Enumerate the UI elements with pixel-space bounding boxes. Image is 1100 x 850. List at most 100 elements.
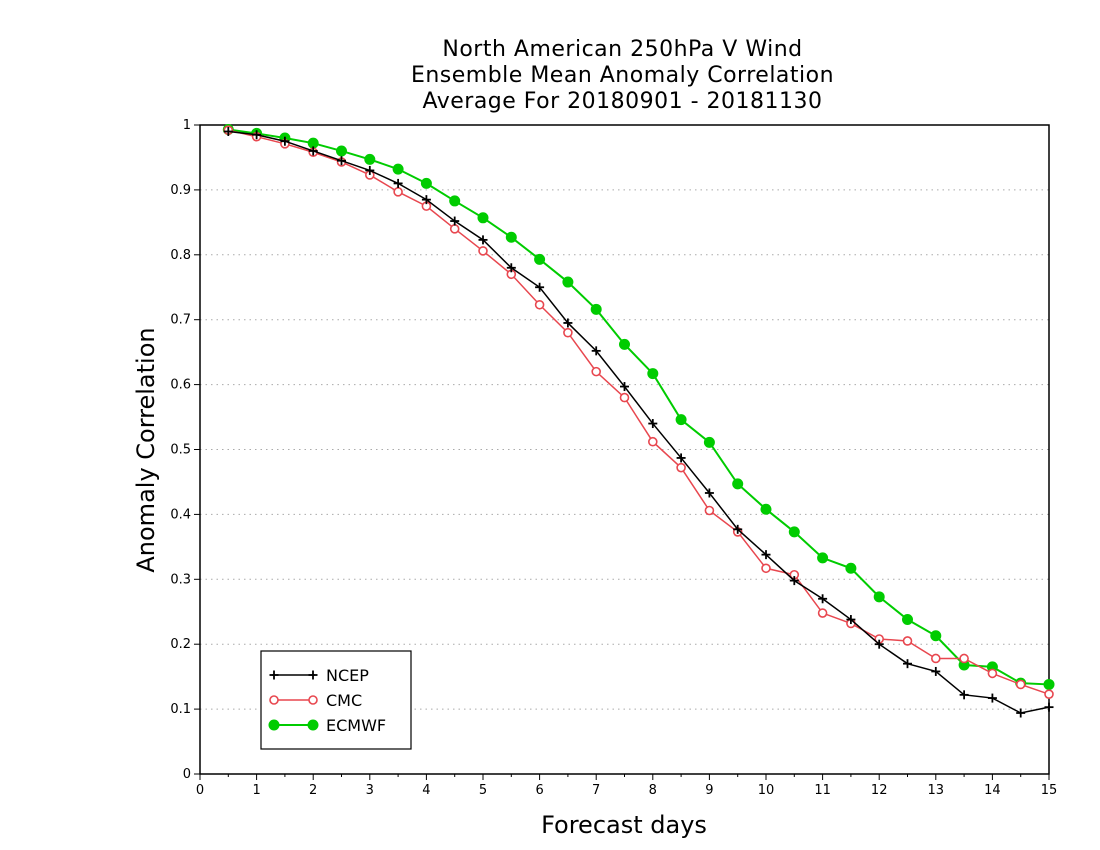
series-ecmwf <box>222 124 1055 690</box>
x-tick-label: 11 <box>814 783 831 798</box>
data-point-cmc <box>676 462 686 473</box>
legend-marker <box>308 670 318 680</box>
legend-marker <box>269 670 279 680</box>
data-point-ncep <box>563 318 573 328</box>
x-tick-label: 10 <box>758 783 775 798</box>
data-point-ecmwf <box>336 145 347 157</box>
data-point-cmc <box>930 653 941 664</box>
data-point-cmc <box>534 299 545 310</box>
legend-marker <box>268 719 280 731</box>
data-point-cmc <box>478 246 488 256</box>
data-point-ecmwf <box>647 368 659 380</box>
legend-marker <box>269 695 279 705</box>
series-line-cmc <box>228 129 1050 695</box>
y-tick-label: 1 <box>183 118 191 133</box>
data-point-ecmwf <box>675 414 687 426</box>
data-point-ecmwf <box>1043 678 1055 690</box>
grid-lines <box>200 189 1049 710</box>
legend-label: ECMWF <box>326 716 386 735</box>
y-tick-label: 0.6 <box>170 378 191 393</box>
y-tick-label: 0.8 <box>170 248 191 263</box>
y-tick-label: 0.1 <box>170 702 191 717</box>
y-tick-label: 0.9 <box>170 183 191 198</box>
data-point-cmc <box>1015 679 1026 690</box>
data-point-ncep <box>308 146 318 156</box>
legend-entry-ncep: NCEP <box>269 666 369 685</box>
data-point-ncep <box>959 690 969 700</box>
legend-entry-cmc: CMC <box>269 691 362 710</box>
data-point-ncep <box>903 659 912 669</box>
data-point-ecmwf <box>505 231 517 243</box>
legend-label: NCEP <box>326 666 369 685</box>
data-point-ncep <box>1016 708 1026 718</box>
data-point-cmc <box>647 436 658 447</box>
data-point-cmc <box>704 505 715 516</box>
data-point-ecmwf <box>619 338 630 350</box>
series-line-ncep <box>228 130 1050 714</box>
x-tick-label: 0 <box>196 783 204 798</box>
x-tick-label: 1 <box>252 783 260 798</box>
data-point-cmc <box>619 392 630 403</box>
data-point-ecmwf <box>392 163 404 175</box>
data-point-cmc <box>393 187 403 197</box>
data-point-ecmwf <box>788 526 800 538</box>
series-line-ecmwf <box>228 128 1050 686</box>
data-point-ecmwf <box>364 153 376 165</box>
x-tick-label: 2 <box>309 783 317 798</box>
y-tick-label: 0.5 <box>170 443 191 458</box>
data-point-ncep <box>620 382 629 392</box>
x-tick-label: 4 <box>422 783 430 798</box>
data-point-ncep <box>676 453 686 463</box>
data-point-ecmwf <box>449 195 461 207</box>
data-point-cmc <box>1044 689 1054 699</box>
data-point-ncep <box>1044 702 1054 712</box>
series-cmc <box>223 125 1054 699</box>
x-tick-label: 13 <box>928 783 945 798</box>
data-point-ecmwf <box>760 503 772 515</box>
y-tick-label: 0.4 <box>170 507 191 522</box>
data-point-ncep <box>421 195 431 205</box>
data-point-ncep <box>789 576 799 586</box>
data-point-ncep <box>365 165 375 175</box>
data-point-ncep <box>846 615 856 625</box>
x-tick-label: 7 <box>592 783 600 798</box>
data-point-ncep <box>987 693 997 703</box>
data-point-cmc <box>959 653 969 664</box>
legend: NCEP CMC ECMWF <box>260 650 412 750</box>
x-axis-label: Forecast days <box>541 811 707 839</box>
data-point-ecmwf <box>534 253 546 265</box>
x-tick-label: 9 <box>705 783 713 798</box>
data-point-ncep <box>874 639 884 649</box>
x-tick-label: 5 <box>479 783 487 798</box>
data-point-ncep <box>252 130 262 140</box>
legend-label: CMC <box>326 691 362 710</box>
data-point-ecmwf <box>477 212 489 224</box>
data-point-ecmwf <box>930 630 942 642</box>
data-point-ncep <box>337 156 346 166</box>
y-tick-label: 0 <box>183 767 191 782</box>
x-tick-label: 8 <box>649 783 657 798</box>
data-point-ecmwf <box>902 614 913 626</box>
y-tick-label: 0.7 <box>170 313 191 328</box>
data-point-ncep <box>223 126 233 136</box>
data-point-cmc <box>761 563 771 574</box>
data-point-ecmwf <box>732 478 744 490</box>
chart-title-line-1: North American 250hPa V Wind <box>442 37 803 62</box>
data-point-cmc <box>591 366 602 377</box>
data-point-ncep <box>506 263 516 273</box>
y-tick-label: 0.2 <box>170 637 191 652</box>
data-point-ncep <box>535 282 545 292</box>
data-point-cmc <box>449 224 460 234</box>
legend-entry-ecmwf: ECMWF <box>268 716 386 735</box>
data-point-ecmwf <box>562 276 574 288</box>
data-point-ncep <box>591 346 601 356</box>
series <box>222 124 1055 718</box>
data-point-ncep <box>818 594 828 604</box>
y-tick-label: 0.3 <box>170 572 191 587</box>
x-tick-label: 12 <box>871 783 888 798</box>
y-axis-label: Anomaly Correlation <box>132 327 160 572</box>
series-ncep <box>223 126 1054 718</box>
x-tick-label: 3 <box>366 783 374 798</box>
data-point-ecmwf <box>817 552 829 564</box>
